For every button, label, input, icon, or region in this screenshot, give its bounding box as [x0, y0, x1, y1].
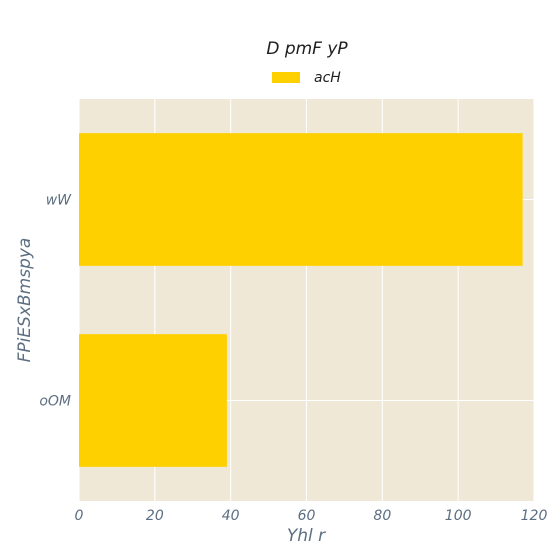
y-axis-label: FPiESxBmspya	[15, 238, 35, 363]
x-tick-label: 0	[75, 508, 84, 524]
legend-label: acH	[314, 70, 341, 86]
y-axis: wW oOM	[39, 193, 72, 410]
legend: acH	[272, 70, 341, 86]
bars	[79, 133, 523, 467]
x-axis-label: Yhl r	[287, 526, 326, 546]
x-tick-label: 20	[146, 508, 164, 524]
y-tick-label: oOM	[39, 394, 71, 410]
bar-wW	[79, 133, 523, 266]
y-tick-label: wW	[46, 193, 72, 209]
x-tick-label: 80	[373, 508, 391, 524]
x-tick-label: 60	[298, 508, 316, 524]
bar-oOM	[79, 334, 227, 467]
x-tick-label: 100	[445, 508, 472, 524]
legend-swatch	[272, 72, 300, 83]
x-tick-label: 120	[521, 508, 548, 524]
x-tick-label: 40	[222, 508, 240, 524]
chart-title: D pmF yP	[266, 39, 348, 59]
x-axis: 0 20 40 60 80 100 120	[75, 508, 548, 524]
